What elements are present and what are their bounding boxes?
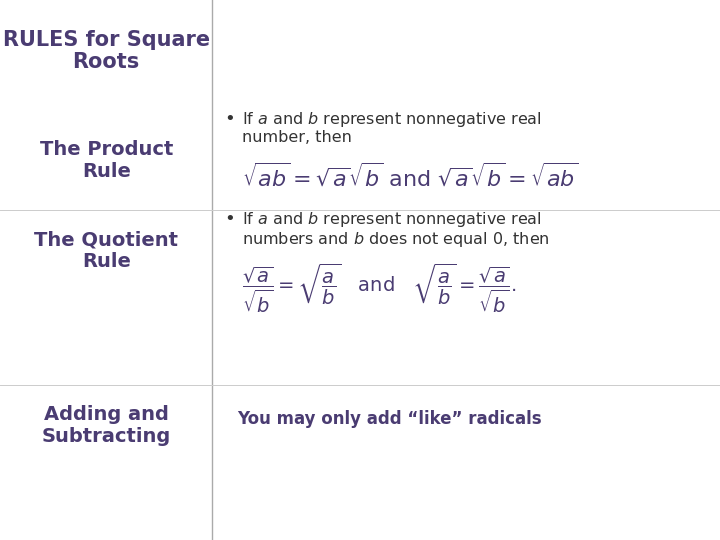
Text: The Product: The Product [40, 140, 173, 159]
Text: number, then: number, then [243, 130, 352, 145]
Text: Adding and: Adding and [44, 405, 168, 424]
Text: numbers and $b$ does not equal 0, then: numbers and $b$ does not equal 0, then [243, 230, 550, 249]
Text: Roots: Roots [73, 52, 140, 72]
Text: You may only add “like” radicals: You may only add “like” radicals [238, 410, 542, 428]
Text: Rule: Rule [82, 252, 130, 271]
Text: Rule: Rule [82, 162, 130, 181]
Text: If $a$ and $b$ represent nonnegative real: If $a$ and $b$ represent nonnegative rea… [243, 210, 542, 229]
Text: RULES for Square: RULES for Square [3, 30, 210, 50]
Text: $\sqrt{ab} = \sqrt{a}\sqrt{b}$ and $\sqrt{a}\sqrt{b} = \sqrt{ab}$: $\sqrt{ab} = \sqrt{a}\sqrt{b}$ and $\sqr… [243, 162, 579, 190]
Text: The Quotient: The Quotient [34, 230, 179, 249]
Text: Subtracting: Subtracting [42, 427, 171, 446]
Text: •: • [225, 210, 235, 228]
Text: •: • [225, 110, 235, 128]
Text: If $a$ and $b$ represent nonnegative real: If $a$ and $b$ represent nonnegative rea… [243, 110, 542, 129]
Text: $\dfrac{\sqrt{a}}{\sqrt{b}} = \sqrt{\dfrac{a}{b}}$   and   $\sqrt{\dfrac{a}{b}} : $\dfrac{\sqrt{a}}{\sqrt{b}} = \sqrt{\dfr… [243, 262, 517, 315]
